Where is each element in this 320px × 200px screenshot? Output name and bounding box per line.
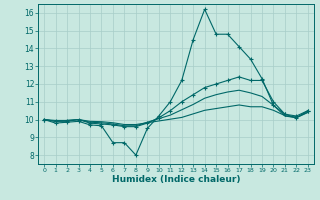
X-axis label: Humidex (Indice chaleur): Humidex (Indice chaleur)	[112, 175, 240, 184]
